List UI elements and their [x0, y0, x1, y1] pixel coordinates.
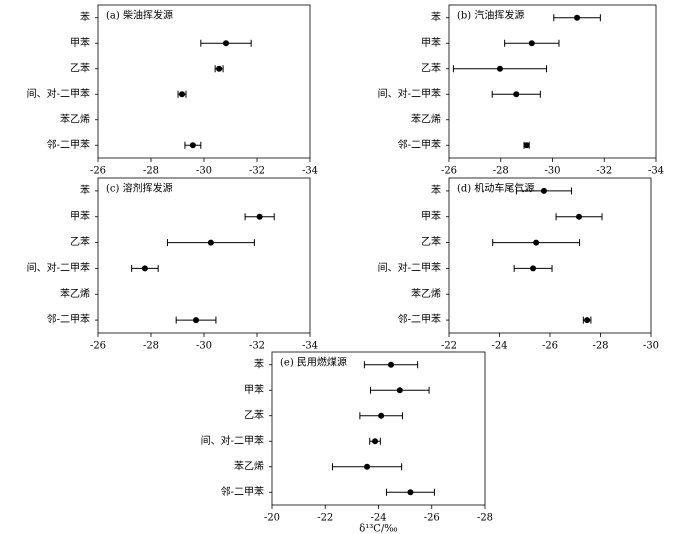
x-tick-label: -26 [90, 341, 106, 352]
x-tick-label: -34 [302, 341, 318, 352]
x-tick-label: -28 [493, 166, 509, 177]
y-tick-label: 苯 [431, 10, 441, 23]
plot-frame [97, 4, 311, 159]
dot [574, 14, 581, 21]
x-axis-label: δ¹³C/‰ [359, 524, 397, 534]
x-tick-label: -26 [424, 513, 440, 524]
x-tick-label: -32 [249, 341, 265, 352]
y-tick-label: 邻-二甲苯 [47, 313, 90, 326]
plot-frame [448, 4, 657, 159]
y-tick-label: 苯乙烯 [234, 459, 264, 472]
x-tick-label: -26 [90, 166, 106, 177]
y-tick-label: 甲苯 [244, 383, 264, 396]
panel-title: (b) 汽油挥发源 [457, 9, 524, 22]
dot [523, 142, 530, 149]
x-tick-label: -24 [491, 341, 507, 352]
y-tick-label: 甲苯 [70, 209, 90, 222]
y-tick-label: 间、对-二甲苯 [27, 261, 90, 274]
x-tick-label: -28 [592, 341, 608, 352]
y-tick-label: 苯 [80, 183, 90, 196]
dot [396, 387, 403, 394]
panel-title: (d) 机动车尾气源 [457, 182, 534, 195]
y-tick-label: 苯 [254, 357, 264, 370]
x-tick-label: -30 [196, 341, 212, 352]
y-tick-label: 邻-二甲苯 [221, 485, 264, 498]
dot [189, 142, 196, 149]
x-tick-label: -30 [643, 341, 659, 352]
y-tick-label: 乙苯 [244, 408, 264, 421]
y-tick-label: 苯 [80, 10, 90, 23]
x-tick-label: -20 [264, 513, 280, 524]
x-tick-label: -26 [542, 341, 558, 352]
y-tick-label: 间、对-二甲苯 [378, 87, 441, 100]
plot-frame [97, 177, 311, 334]
dot [513, 91, 520, 98]
dot [584, 317, 591, 324]
x-tick-label: -22 [441, 341, 457, 352]
dot [216, 65, 223, 72]
dot [372, 438, 379, 445]
plot-frame [271, 351, 486, 506]
dot [528, 40, 535, 47]
x-tick-label: -30 [196, 166, 212, 177]
y-tick-label: 邻-二甲苯 [398, 138, 441, 151]
dot [222, 40, 229, 47]
dot [388, 361, 395, 368]
y-tick-label: 甲苯 [421, 209, 441, 222]
y-tick-label: 邻-二甲苯 [47, 138, 90, 151]
x-tick-label: -32 [249, 166, 265, 177]
y-tick-label: 苯 [431, 183, 441, 196]
dot [576, 213, 583, 220]
y-tick-label: 间、对-二甲苯 [378, 261, 441, 274]
dot [407, 489, 414, 496]
dot [533, 239, 540, 246]
dot [193, 317, 200, 324]
dot [530, 265, 537, 272]
dot [179, 91, 186, 98]
y-tick-label: 间、对-二甲苯 [27, 87, 90, 100]
y-tick-label: 邻-二甲苯 [398, 313, 441, 326]
dot [378, 412, 385, 419]
x-tick-label: -22 [317, 513, 333, 524]
y-tick-label: 苯乙烯 [411, 287, 441, 300]
y-tick-label: 苯乙烯 [60, 287, 90, 300]
x-tick-label: -34 [648, 166, 664, 177]
y-tick-label: 乙苯 [70, 235, 90, 248]
x-tick-label: -32 [596, 166, 612, 177]
y-tick-label: 苯乙烯 [411, 112, 441, 125]
panel-title: (c) 溶剂挥发源 [106, 182, 173, 195]
y-tick-label: 乙苯 [421, 235, 441, 248]
plot-frame [448, 177, 652, 334]
x-tick-label: -34 [302, 166, 318, 177]
y-tick-label: 甲苯 [70, 36, 90, 49]
dot [540, 187, 547, 194]
dot [207, 239, 214, 246]
dot [496, 65, 503, 72]
dot [141, 265, 148, 272]
x-tick-label: -28 [143, 166, 159, 177]
x-tick-label: -30 [544, 166, 560, 177]
panel-title: (e) 民用燃煤源 [280, 356, 347, 369]
panel-title: (a) 柴油挥发源 [106, 9, 173, 22]
y-tick-label: 间、对-二甲苯 [201, 434, 264, 447]
dot [364, 463, 371, 470]
y-tick-label: 乙苯 [421, 61, 441, 74]
x-tick-label: -28 [143, 341, 159, 352]
dot [256, 213, 263, 220]
y-tick-label: 苯乙烯 [60, 112, 90, 125]
y-tick-label: 甲苯 [421, 36, 441, 49]
x-tick-label: -24 [370, 513, 386, 524]
x-tick-label: -28 [477, 513, 493, 524]
x-tick-label: -26 [441, 166, 457, 177]
y-tick-label: 乙苯 [70, 61, 90, 74]
